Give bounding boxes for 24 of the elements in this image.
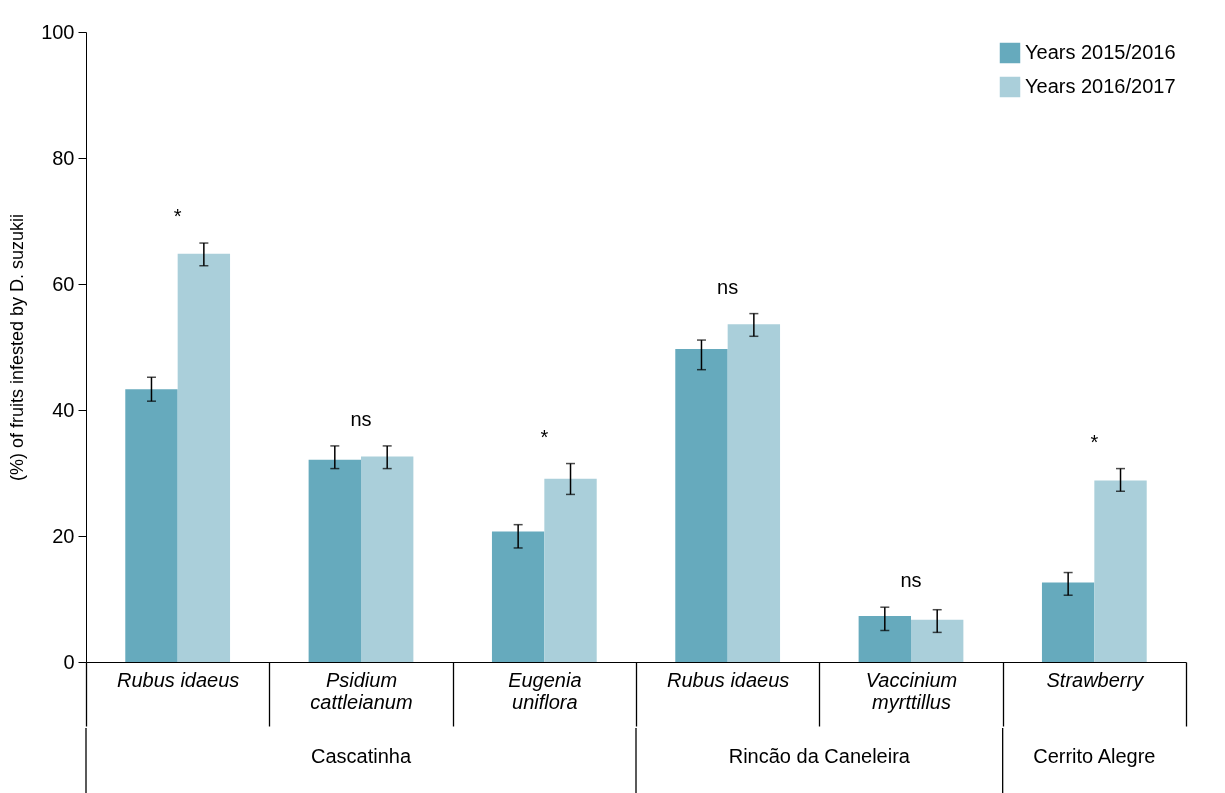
- y-tick-label: 20: [52, 524, 75, 547]
- y-tick-label: 60: [52, 272, 75, 295]
- x-tick-label: Rubus idaeus: [667, 668, 790, 691]
- annotation: *: [1090, 430, 1099, 453]
- y-tick-label: 40: [52, 398, 75, 421]
- annotation: *: [540, 425, 549, 448]
- text: Cerrito Alegre: [1033, 745, 1156, 768]
- x-tick-label: Rubus idaeus: [117, 668, 240, 691]
- annotation: ns: [900, 569, 922, 592]
- legend-label: Years 2015/2016: [1025, 41, 1176, 63]
- x-tick-label: Strawberry: [1046, 668, 1145, 691]
- x-tick-label: Eugenia uniflora: [508, 668, 582, 713]
- annotation: ns: [717, 275, 739, 298]
- x-tick-label: Psidium cattleianum: [310, 668, 413, 713]
- annotation: *: [173, 205, 182, 228]
- annotation: ns: [350, 408, 372, 431]
- y-tick-label: 0: [63, 650, 75, 673]
- y-axis-title: (%) of fruits infested by D. suzukii: [7, 213, 28, 482]
- x-tick-label: Vaccinium myrttillus: [865, 668, 958, 713]
- y-tick-label: 80: [52, 146, 75, 169]
- text: Cascatinha: [310, 745, 412, 768]
- legend-label: Years 2016/2017: [1025, 75, 1176, 97]
- text: Rincão da Caneleira: [728, 745, 911, 768]
- y-tick-label: 100: [41, 20, 75, 43]
